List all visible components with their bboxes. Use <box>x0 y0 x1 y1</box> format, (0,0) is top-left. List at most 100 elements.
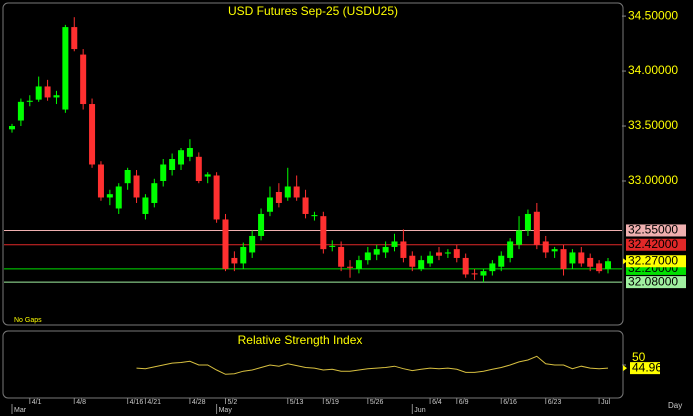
candle-body <box>507 241 514 258</box>
candle-body <box>151 183 158 203</box>
candle-body <box>516 230 523 245</box>
rsi-tick-label: 50 <box>632 350 646 364</box>
last-arrow <box>623 258 627 265</box>
candle-body <box>524 213 531 231</box>
candle-body <box>35 86 42 100</box>
candle-body <box>364 252 371 261</box>
x-tick-label: 4/8 <box>76 399 86 406</box>
candle-body <box>231 257 238 264</box>
x-unit: Day <box>668 401 682 410</box>
candle-body <box>480 271 487 276</box>
candle-body <box>382 246 389 253</box>
x-tick-label: 4/21 <box>147 399 161 406</box>
x-tick-label: 4/1 <box>32 399 42 406</box>
candle-body <box>489 263 496 272</box>
candle-body <box>302 197 309 214</box>
month-label: Mar <box>14 407 27 414</box>
candle-body <box>142 197 149 214</box>
candle-body <box>338 246 345 267</box>
candle-body <box>240 246 247 264</box>
candle-body <box>80 54 87 105</box>
candle-body <box>89 104 96 165</box>
rsi-line <box>136 355 609 375</box>
level-label-bg <box>626 224 686 237</box>
candle-body <box>133 175 140 198</box>
candle-body <box>275 191 282 203</box>
candle-body <box>542 241 549 253</box>
candle-body <box>373 249 380 255</box>
candle-body <box>71 27 78 50</box>
level-label-bg <box>626 276 686 289</box>
candle-body <box>329 245 336 247</box>
candle-body <box>427 255 434 264</box>
candle-body <box>498 255 505 267</box>
candle-body <box>569 252 576 264</box>
x-tick-label: 4/16 <box>130 399 144 406</box>
candle-body <box>587 257 594 267</box>
x-tick-label: 6/16 <box>503 399 517 406</box>
candle-body <box>462 257 469 275</box>
x-tick-label: Jul <box>601 399 610 406</box>
candle-body <box>605 261 611 269</box>
y-tick-label: 33.50000 <box>628 118 678 132</box>
candle-body <box>178 150 185 165</box>
month-label: Jun <box>414 407 425 414</box>
candle-body <box>418 260 425 269</box>
candle-body <box>106 194 113 198</box>
candle-body <box>444 252 451 254</box>
candle-body <box>9 126 15 130</box>
level-label: 32.42000 <box>628 237 678 251</box>
candle-body <box>62 27 69 110</box>
candle-body <box>53 95 60 98</box>
level-label-bg <box>626 238 686 251</box>
candle-body <box>222 219 229 269</box>
x-tick-label: 6/9 <box>459 399 469 406</box>
candle-body <box>311 215 318 217</box>
candle-body <box>26 100 33 102</box>
y-tick-label: 33.00000 <box>628 173 678 187</box>
candle-body <box>266 197 273 212</box>
candle-body <box>533 211 540 245</box>
month-label: May <box>219 407 233 414</box>
x-tick-label: 6/4 <box>432 399 442 406</box>
candle-body <box>213 175 220 220</box>
level-label: 32.08000 <box>628 274 678 288</box>
x-tick-label: 4/28 <box>192 399 206 406</box>
candle-body <box>124 169 131 184</box>
x-tick-label: 5/2 <box>227 399 237 406</box>
note: No Gaps <box>14 317 42 324</box>
candle-body <box>284 186 291 198</box>
x-tick-label: 5/26 <box>370 399 384 406</box>
candle-body <box>293 186 300 198</box>
candle-body <box>258 213 265 236</box>
candle-body <box>355 260 362 269</box>
candle-body <box>409 255 416 267</box>
price-panel <box>2 2 624 326</box>
candle-body <box>453 249 460 258</box>
candle-body <box>391 241 398 247</box>
rsi-last-label: 44.96 <box>632 360 662 374</box>
candle-body <box>347 266 354 268</box>
last-label-bg <box>626 255 686 268</box>
candle-body <box>578 252 585 264</box>
candle-body <box>160 164 167 181</box>
y-tick-label: 34.00000 <box>628 63 678 77</box>
y-tick-label: 34.50000 <box>628 8 678 22</box>
x-tick-label: 6/23 <box>548 399 562 406</box>
candle-body <box>435 252 442 256</box>
level-label: 32.55000 <box>628 223 678 237</box>
candle-body <box>204 174 211 177</box>
candle-body <box>551 249 558 252</box>
candle-body <box>44 86 51 98</box>
candle-body <box>249 235 256 253</box>
candle-body <box>471 273 478 275</box>
candle-body <box>560 249 567 269</box>
candle-body <box>17 101 24 121</box>
candle-body <box>97 164 104 198</box>
x-tick-label: 5/13 <box>290 399 304 406</box>
candle-body <box>320 216 327 250</box>
candle-body <box>169 159 176 170</box>
